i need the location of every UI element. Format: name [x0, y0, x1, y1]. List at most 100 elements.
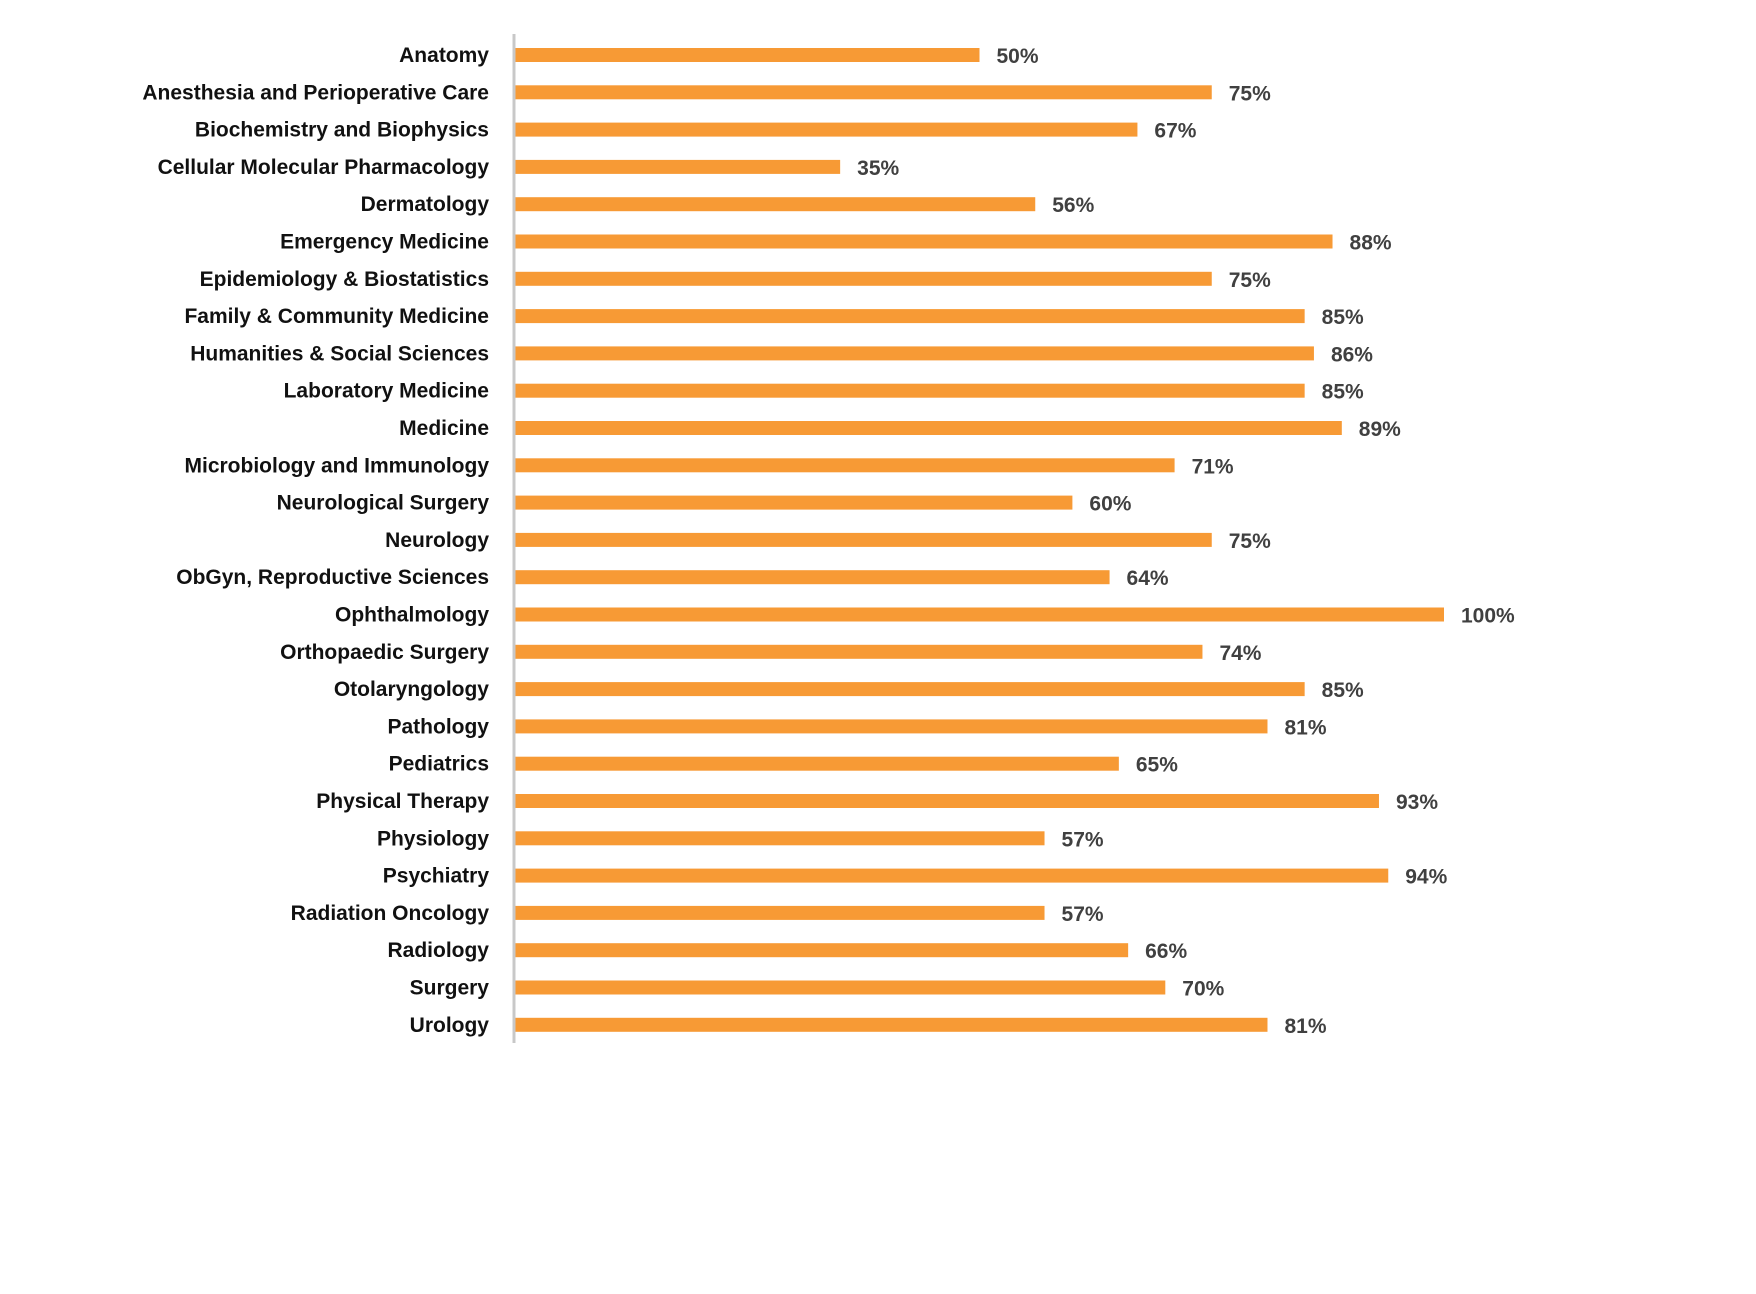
category-label: Urology [410, 1014, 490, 1037]
bar [515, 85, 1212, 100]
value-label: 71% [1192, 455, 1234, 478]
value-label: 35% [857, 157, 899, 180]
bar [515, 756, 1119, 771]
value-label: 85% [1322, 679, 1364, 702]
bar-row: Ophthalmology 100% [335, 604, 1515, 628]
category-label: Anesthesia and Perioperative Care [142, 81, 489, 104]
category-label: Otolaryngology [334, 678, 489, 701]
bar [515, 495, 1073, 510]
bar [515, 607, 1444, 622]
value-label: 74% [1219, 642, 1261, 665]
category-label: Ophthalmology [335, 604, 489, 627]
value-label: 93% [1396, 791, 1438, 814]
value-label: 70% [1182, 978, 1224, 1001]
bar [515, 271, 1212, 286]
category-label: Orthopaedic Surgery [280, 641, 489, 664]
bar-row: Pediatrics 65% [389, 753, 1179, 777]
value-label: 65% [1136, 754, 1178, 777]
bar-row: Dermatology 56% [361, 193, 1095, 217]
value-label: 89% [1359, 418, 1401, 441]
bar-row: Biochemistry and Biophysics 67% [195, 119, 1197, 143]
category-label: Family & Community Medicine [184, 305, 489, 328]
bar-row: Urology 81% [410, 1014, 1327, 1038]
bar [515, 644, 1203, 659]
value-label: 75% [1229, 269, 1271, 292]
value-label: 81% [1284, 716, 1326, 739]
category-label: Biochemistry and Biophysics [195, 119, 489, 142]
bar [515, 1017, 1268, 1032]
value-label: 60% [1089, 493, 1131, 516]
bar-row: Orthopaedic Surgery 74% [280, 641, 1262, 665]
value-label: 75% [1229, 82, 1271, 105]
value-label: 100% [1461, 605, 1515, 628]
bar-row: Psychiatry 94% [383, 865, 1448, 889]
category-label: Psychiatry [383, 865, 490, 888]
bar [515, 831, 1045, 846]
bar-row: Anesthesia and Perioperative Care 75% [142, 81, 1271, 105]
bar [515, 532, 1212, 547]
bar-row: Epidemiology & Biostatistics 75% [200, 268, 1271, 292]
category-label: Laboratory Medicine [284, 380, 489, 403]
value-label: 66% [1145, 940, 1187, 963]
bar-row: Medicine 89% [399, 417, 1401, 441]
value-label: 56% [1052, 194, 1094, 217]
bar [515, 234, 1333, 249]
bar-row: Otolaryngology 85% [334, 678, 1364, 702]
bar-row: Family & Community Medicine 85% [184, 305, 1364, 329]
bar-row: Anatomy 50% [399, 44, 1039, 68]
bars-group: Anatomy 50% Anesthesia and Perioperative C… [142, 44, 1515, 1038]
value-label: 67% [1154, 120, 1196, 143]
bar-row: Pathology 81% [387, 715, 1326, 739]
bar [515, 122, 1138, 137]
category-label: Dermatology [361, 193, 490, 216]
bar [515, 570, 1110, 585]
category-label: Pathology [387, 715, 489, 738]
category-label: Physiology [377, 827, 489, 850]
bar [515, 719, 1268, 734]
value-label: 64% [1127, 567, 1169, 590]
value-label: 94% [1405, 866, 1447, 889]
bar [515, 458, 1175, 473]
bar [515, 197, 1036, 212]
bar [515, 383, 1305, 398]
category-label: Cellular Molecular Pharmacology [158, 156, 490, 179]
category-label: ObGyn, Reproductive Sciences [176, 566, 489, 589]
bar [515, 868, 1389, 883]
value-label: 57% [1062, 828, 1104, 851]
category-label: Neurological Surgery [277, 492, 490, 515]
bar-row: ObGyn, Reproductive Sciences 64% [176, 566, 1169, 590]
category-label: Physical Therapy [316, 790, 489, 813]
value-label: 85% [1322, 306, 1364, 329]
bar-row: Neurology 75% [385, 529, 1271, 553]
bar-row: Neurological Surgery 60% [277, 492, 1132, 516]
value-label: 86% [1331, 343, 1373, 366]
category-label: Emergency Medicine [280, 231, 489, 254]
bar-row: Laboratory Medicine 85% [284, 380, 1364, 404]
bar [515, 421, 1342, 435]
category-label: Radiation Oncology [291, 902, 490, 925]
bar-row: Cellular Molecular Pharmacology 35% [158, 156, 900, 180]
bar [515, 159, 841, 174]
bar-row: Surgery 70% [410, 977, 1225, 1001]
value-label: 50% [997, 45, 1039, 68]
bar [515, 980, 1166, 995]
bar [515, 48, 980, 62]
value-label: 57% [1062, 903, 1104, 926]
value-label: 85% [1322, 381, 1364, 404]
bar-row: Humanities & Social Sciences 86% [190, 342, 1373, 366]
category-label: Surgery [410, 977, 490, 1000]
category-label: Neurology [385, 529, 489, 552]
bar [515, 943, 1129, 958]
category-label: Humanities & Social Sciences [190, 342, 489, 365]
bar [515, 682, 1305, 697]
category-label: Microbiology and Immunology [185, 454, 490, 477]
category-label: Medicine [399, 417, 489, 440]
value-label: 88% [1350, 232, 1392, 255]
category-label: Epidemiology & Biostatistics [200, 268, 489, 291]
bar-row: Microbiology and Immunology 71% [185, 454, 1234, 478]
category-label: Radiology [387, 939, 489, 962]
bar [515, 905, 1045, 920]
bar [515, 794, 1379, 808]
bar-row: Physiology 57% [377, 827, 1104, 851]
